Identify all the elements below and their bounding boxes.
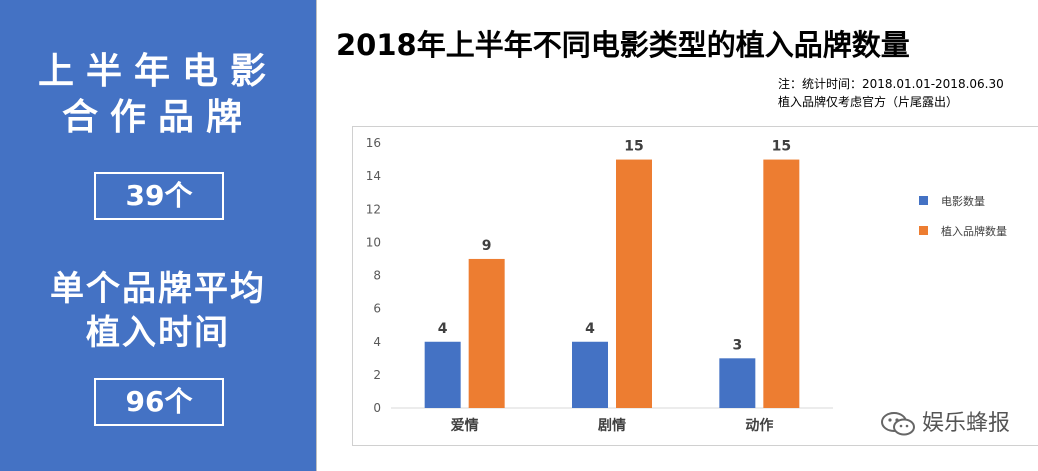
y-tick-label: 12 (366, 202, 381, 216)
data-label: 3 (732, 337, 742, 353)
bar-movie-count (424, 341, 461, 408)
note-line-1: 注：统计时间：2018.01.01-2018.06.30 (778, 77, 1004, 91)
x-tick-label: 剧情 (598, 417, 626, 434)
data-label: 4 (585, 321, 595, 337)
y-tick-label: 14 (366, 169, 381, 183)
heading-brands-line1: 上半年电影 (37, 51, 278, 92)
y-tick-label: 8 (373, 269, 381, 283)
legend-label: 电影数量 (941, 195, 985, 208)
legend-label: 植入品牌数量 (941, 224, 1007, 238)
data-label: 9 (482, 238, 492, 254)
y-tick-label: 0 (373, 401, 381, 415)
y-tick-label: 4 (373, 335, 381, 349)
chart-title: 2018年上半年不同电影类型的植入品牌数量 (336, 28, 910, 62)
x-tick-label: 动作 (745, 417, 773, 434)
x-tick-label: 爱情 (451, 417, 479, 434)
watermark-text: 娱乐蜂报 (922, 411, 1011, 436)
bar-brand-count (763, 159, 800, 408)
data-label: 15 (624, 139, 643, 155)
heading-average-line2: 植入时间 (86, 313, 230, 353)
bar-brand-count (468, 258, 505, 408)
bar-movie-count (719, 358, 756, 408)
bar-movie-count (572, 341, 608, 408)
legend-swatch (919, 196, 928, 205)
stat-brand-count: 39个 (94, 172, 224, 220)
watermark: 娱乐蜂报 (880, 405, 1010, 437)
y-tick-label: 2 (373, 368, 381, 382)
wechat-icon (880, 411, 916, 437)
data-label: 4 (438, 321, 448, 337)
left-panel: 上半年电影 合作品牌 39个 单个品牌平均 植入时间 96个 (0, 0, 316, 471)
panel-divider (316, 0, 317, 471)
y-tick-label: 6 (373, 302, 381, 316)
y-tick-label: 10 (366, 235, 381, 249)
legend-swatch (919, 226, 928, 235)
heading-average-line1: 单个品牌平均 (50, 269, 266, 309)
stat-average-count: 96个 (94, 378, 224, 426)
chart-frame: 0 2 4 6 8 10 12 14 16 4 9 爱情 4 15 剧情 3 15 动作 电影数量植入品牌数量 (352, 126, 1038, 446)
bar-brand-count (616, 159, 652, 408)
data-label: 15 (772, 139, 791, 155)
note-line-2: 植入品牌仅考虑官方（片尾露出） (778, 95, 959, 109)
heading-brands-line2: 合作品牌 (61, 97, 254, 138)
y-tick-label: 16 (366, 136, 381, 150)
